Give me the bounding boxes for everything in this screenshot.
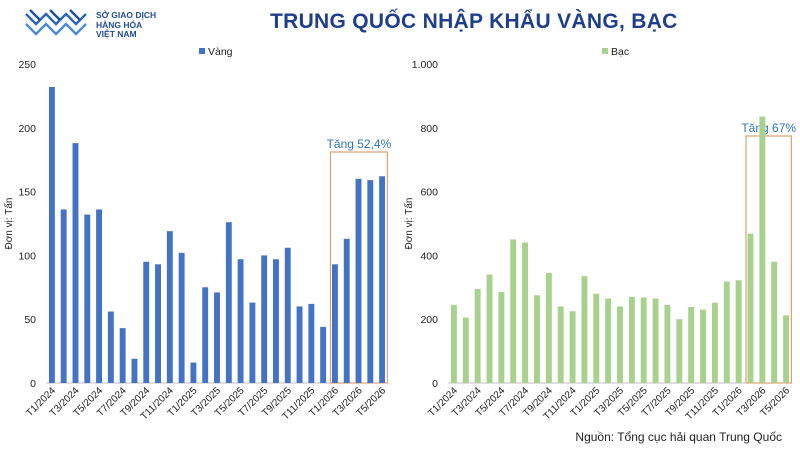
gold-bar <box>249 302 256 383</box>
silver-bar <box>486 274 493 383</box>
silver-bar <box>652 298 659 383</box>
silver-bar <box>510 239 517 383</box>
silver-bar <box>747 233 754 383</box>
silver-legend-label: Bạc <box>611 46 629 58</box>
gold-bar <box>131 358 138 383</box>
silver-y-tick-label: 1.000 <box>412 59 438 71</box>
gold-bar <box>237 259 244 383</box>
gold-legend-swatch <box>199 48 205 54</box>
logo-mark-icon <box>25 9 87 36</box>
silver-bar <box>723 281 730 383</box>
silver-legend-swatch <box>602 48 608 54</box>
gold-y-tick-label: 50 <box>24 314 36 326</box>
silver-bar <box>664 304 671 383</box>
silver-y-axis-label: Đơn vị: Tấn <box>403 198 415 250</box>
silver-import-chart: Đơn vị: Tấn 0 200 400 600 800 1.000 Tăng 67% T1/… <box>400 42 800 422</box>
gold-growth-annotation: Tăng 52,4% <box>327 137 392 151</box>
gold-bar <box>96 209 103 383</box>
gold-bar <box>84 214 91 383</box>
silver-bar <box>534 295 540 383</box>
silver-bar <box>711 302 718 383</box>
gold-legend-label: Vàng <box>208 46 233 58</box>
gold-bar <box>190 362 197 383</box>
silver-bar <box>462 317 469 383</box>
gold-bar <box>273 259 279 383</box>
silver-bar <box>498 292 505 383</box>
gold-bar <box>143 261 150 383</box>
gold-y-tick-label: 250 <box>18 59 36 71</box>
gold-import-chart: Đơn vị: Tấn 0 50 100 150 200 250 Tăng 52,4% T1/2… <box>0 42 400 422</box>
silver-bar <box>628 296 635 383</box>
gold-bar <box>284 247 291 383</box>
silver-bar <box>771 261 778 383</box>
silver-bar <box>676 319 683 383</box>
silver-y-tick-label: 600 <box>420 187 438 199</box>
gold-bar <box>72 143 79 383</box>
silver-bar <box>474 288 481 383</box>
gold-bar <box>355 178 362 383</box>
silver-bar <box>581 276 588 383</box>
gold-bar <box>178 252 185 383</box>
silver-bar <box>640 297 647 383</box>
gold-y-tick-label: 0 <box>30 378 36 390</box>
silver-y-tick-label: 0 <box>432 378 438 390</box>
gold-bar <box>225 222 232 383</box>
gold-bar <box>320 326 327 383</box>
gold-bar <box>261 255 268 383</box>
gold-y-tick-label: 100 <box>18 250 36 262</box>
page-title: TRUNG QUỐC NHẬP KHẨU VÀNG, BẠC <box>270 10 678 33</box>
gold-bar <box>107 311 114 383</box>
logo-line-2: HÀNG HÓA <box>96 19 143 30</box>
silver-bar <box>735 280 742 383</box>
gold-bar <box>119 328 126 383</box>
gold-y-tick-label: 150 <box>18 187 36 199</box>
silver-bar <box>783 315 790 383</box>
gold-bar <box>296 306 303 383</box>
gold-bar <box>331 264 338 383</box>
gold-bar <box>48 86 55 383</box>
gold-bar <box>308 303 315 383</box>
silver-y-tick-label: 200 <box>420 314 438 326</box>
exchange-logo: SỞ GIAO DỊCH HÀNG HÓA VIỆT NAM <box>22 8 182 42</box>
silver-y-tick-label: 800 <box>420 123 438 135</box>
silver-bar <box>700 309 706 383</box>
silver-bar <box>545 272 552 383</box>
gold-bar <box>367 180 374 383</box>
gold-bar <box>202 287 209 383</box>
silver-bar <box>593 293 600 383</box>
silver-bar <box>450 304 457 383</box>
silver-bar <box>557 306 564 383</box>
gold-bar <box>379 176 386 383</box>
source-note: Nguồn: Tổng cục hải quan Trung Quốc <box>575 430 782 444</box>
silver-bar <box>522 242 529 383</box>
silver-bar <box>617 306 623 383</box>
silver-highlight-box <box>745 135 793 384</box>
logo-line-1: SỞ GIAO DỊCH <box>96 10 157 20</box>
gold-y-tick-label: 200 <box>18 123 36 135</box>
logo-line-3: VIỆT NAM <box>96 29 137 39</box>
gold-bar <box>166 231 173 383</box>
silver-y-tick-label: 400 <box>420 250 438 262</box>
silver-growth-annotation: Tăng 67% <box>741 121 796 135</box>
silver-bar <box>759 116 766 383</box>
gold-y-axis-label: Đơn vị: Tấn <box>3 198 15 250</box>
gold-bar <box>214 292 220 383</box>
silver-bar <box>688 307 695 383</box>
gold-bar <box>155 264 161 383</box>
silver-bar <box>605 298 612 383</box>
gold-bar <box>343 238 350 383</box>
silver-bar <box>569 311 576 383</box>
gold-bar <box>60 209 67 383</box>
